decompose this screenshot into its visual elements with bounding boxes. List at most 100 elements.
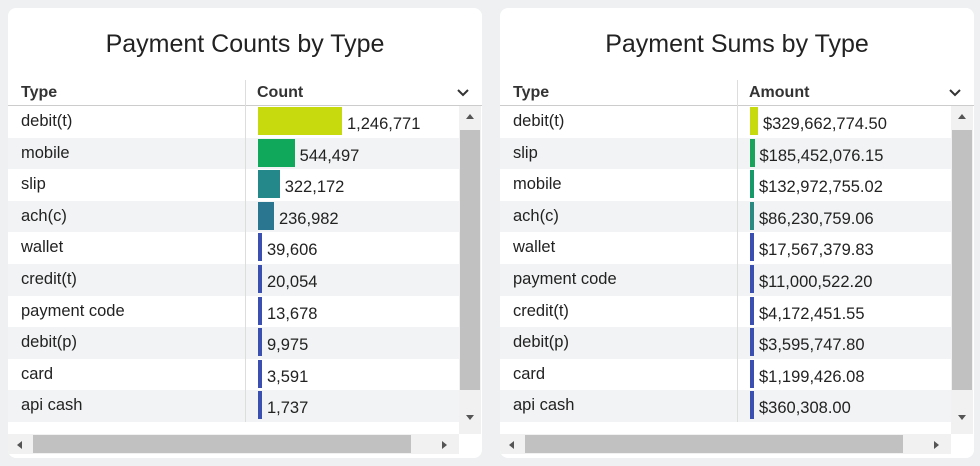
bar	[258, 138, 295, 167]
amount-cell: $86,230,759.06	[759, 209, 874, 228]
bar	[258, 170, 280, 199]
scroll-up[interactable]	[463, 111, 477, 121]
scroll-down[interactable]	[463, 413, 477, 423]
scroll-right[interactable]	[440, 438, 450, 452]
bar	[750, 359, 754, 388]
amount-cell: 544,497	[299, 146, 360, 165]
column-divider	[737, 390, 738, 422]
table-row	[500, 390, 951, 422]
hscroll-thumb[interactable]	[33, 435, 411, 453]
scroll-left[interactable]	[506, 438, 516, 452]
column-divider	[737, 264, 738, 296]
type-cell: card	[21, 364, 54, 383]
bar	[750, 233, 754, 262]
type-cell: debit(p)	[21, 333, 77, 352]
scroll-thumb[interactable]	[952, 130, 972, 390]
column-header[interactable]: Count	[257, 84, 304, 101]
table-row	[500, 264, 951, 296]
column-divider	[245, 106, 246, 138]
table-row	[8, 390, 459, 422]
column-header[interactable]: Type	[513, 84, 550, 101]
amount-cell: $3,595,747.80	[759, 336, 865, 355]
amount-cell: $360,308.00	[759, 399, 851, 418]
type-cell: slip	[21, 175, 46, 194]
sort-chevron[interactable]	[948, 86, 962, 100]
column-divider	[737, 232, 738, 264]
column-divider	[245, 358, 246, 391]
amount-cell: $17,567,379.83	[759, 241, 874, 260]
table-row	[8, 106, 459, 138]
bar	[750, 107, 758, 135]
amount-cell: 236,982	[278, 209, 339, 228]
table-row	[8, 232, 459, 264]
column-divider	[737, 169, 738, 201]
table-row	[8, 358, 459, 391]
type-cell: debit(t)	[21, 112, 73, 130]
type-cell: ach(c)	[21, 206, 67, 225]
column-divider	[245, 137, 246, 170]
bar	[258, 296, 262, 325]
table-row	[500, 169, 951, 201]
column-divider	[737, 327, 738, 359]
type-cell: debit(p)	[513, 333, 569, 352]
bar	[258, 359, 262, 388]
bar	[258, 233, 262, 262]
hscroll-thumb[interactable]	[525, 435, 903, 453]
type-cell: ach(c)	[513, 206, 559, 225]
column-divider	[245, 390, 246, 422]
sort-chevron[interactable]	[456, 86, 470, 100]
bar	[258, 265, 262, 293]
table-row	[8, 169, 459, 201]
column-divider	[245, 264, 246, 296]
bar	[750, 138, 755, 167]
column-divider	[245, 327, 246, 359]
column-divider	[245, 200, 246, 233]
scroll-right[interactable]	[932, 438, 942, 452]
bar	[750, 391, 754, 420]
column-header[interactable]: Amount	[749, 84, 810, 101]
amount-cell: 39,606	[267, 241, 318, 260]
panel: Payment Sums by Type Type Amount debit(t) $3…	[500, 8, 974, 458]
type-cell: slip	[513, 143, 538, 162]
table-row	[8, 200, 459, 233]
amount-cell: 20,054	[267, 273, 318, 291]
table-row	[500, 137, 951, 170]
bar	[258, 391, 262, 420]
scroll-left[interactable]	[14, 438, 24, 452]
column-divider	[737, 358, 738, 391]
type-cell: payment code	[513, 270, 617, 288]
bar	[750, 265, 754, 293]
scroll-down[interactable]	[955, 413, 969, 423]
column-divider	[737, 137, 738, 170]
type-cell: credit(t)	[21, 270, 77, 288]
scroll-thumb[interactable]	[460, 130, 480, 390]
amount-cell: 13,678	[267, 304, 318, 323]
type-cell: mobile	[513, 175, 562, 194]
column-divider	[245, 295, 246, 328]
table-row	[500, 232, 951, 264]
amount-cell: $1,199,426.08	[759, 367, 865, 386]
amount-cell: $132,972,755.02	[759, 178, 883, 197]
panel-title: Payment Sums by Type	[605, 30, 869, 58]
type-cell: wallet	[513, 238, 556, 257]
table-row	[500, 295, 951, 328]
scroll-up[interactable]	[955, 111, 969, 121]
table-row	[500, 327, 951, 359]
bar	[750, 201, 754, 230]
table-row	[500, 200, 951, 233]
type-cell: mobile	[21, 143, 70, 162]
column-divider	[245, 80, 246, 106]
type-cell: payment code	[21, 301, 125, 320]
panel: Payment Counts by Type Type Count debit(t) 1…	[8, 8, 482, 458]
table-row	[8, 295, 459, 328]
bar	[258, 201, 274, 230]
panel-title: Payment Counts by Type	[105, 30, 385, 58]
bar	[750, 170, 754, 199]
table-row	[500, 358, 951, 391]
table-row	[8, 137, 459, 170]
table-row	[500, 106, 951, 138]
amount-cell: 1,737	[267, 399, 309, 418]
column-header[interactable]: Type	[21, 84, 58, 101]
amount-cell: $4,172,451.55	[759, 304, 865, 323]
